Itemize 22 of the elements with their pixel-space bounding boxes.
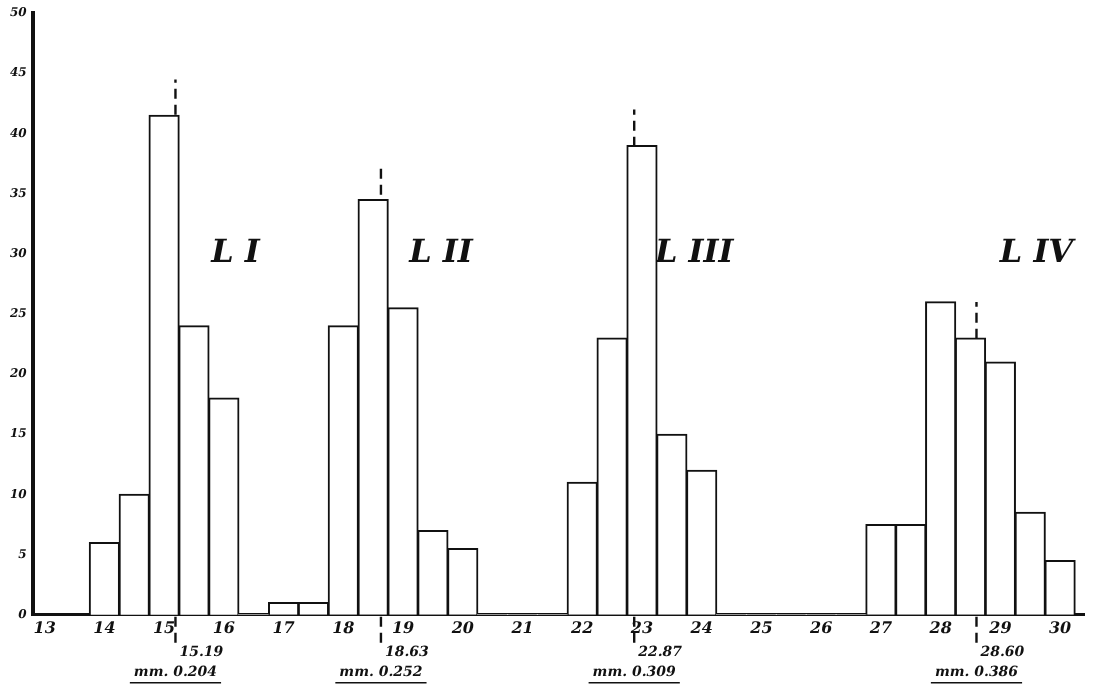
x-tick-label: 26: [808, 616, 834, 637]
x-tick-label: 23: [628, 616, 654, 637]
x-tick-label: 28: [927, 616, 953, 637]
x-tick-label: 17: [272, 616, 296, 637]
x-tick-label: 25: [748, 616, 774, 637]
x-tick-label: 16: [212, 616, 236, 637]
annotation: L III: [652, 232, 735, 271]
x-tick-label: 15: [152, 616, 177, 637]
x-tick-label: 29: [987, 616, 1013, 637]
x-tick-label: 30: [1048, 616, 1073, 637]
annotation: L II: [407, 232, 474, 271]
x-tick-label: 19: [391, 616, 416, 637]
x-tick-label: 14: [93, 616, 117, 637]
x-tick-label: 13: [33, 616, 57, 637]
annotation: L IV: [997, 232, 1077, 271]
x-tick-label: 20: [449, 616, 475, 637]
x-tick-label: 24: [688, 616, 714, 637]
annotation: L I: [209, 232, 261, 271]
x-tick-label: 21: [509, 616, 534, 637]
x-tick-label: 22: [569, 616, 595, 637]
x-tick-label: 27: [867, 616, 893, 637]
x-tick-label: 18: [332, 616, 356, 637]
